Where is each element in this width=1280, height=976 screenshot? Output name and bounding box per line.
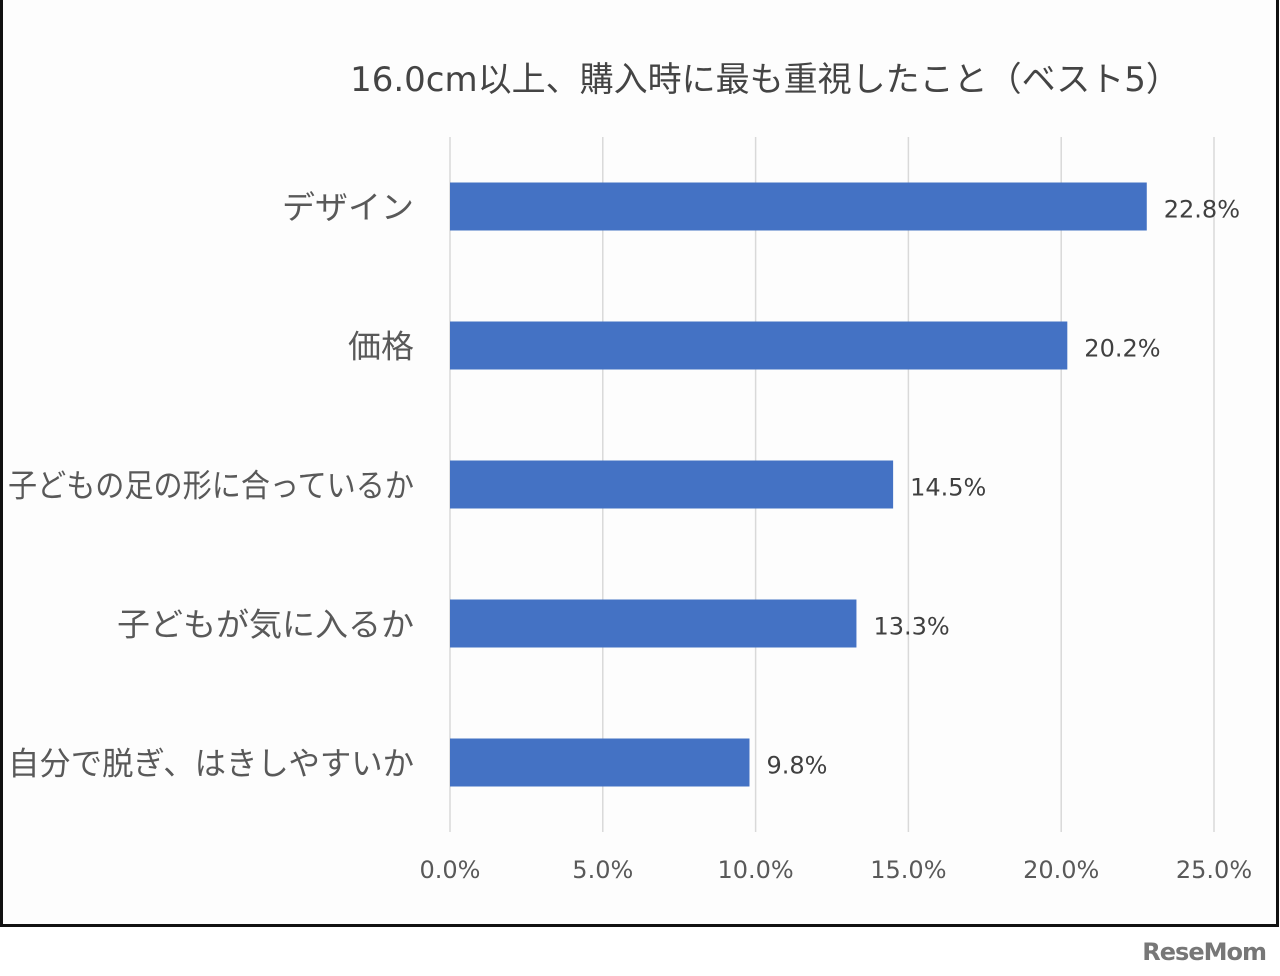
data-label: 13.3% xyxy=(873,613,949,641)
category-label: 子どもが気に入るか xyxy=(117,606,414,644)
data-label: 14.5% xyxy=(910,474,986,502)
data-label: 20.2% xyxy=(1084,335,1160,363)
x-tick-label: 0.0% xyxy=(420,856,481,884)
bar xyxy=(450,182,1147,231)
data-label: 9.8% xyxy=(766,752,827,780)
category-label: 子どもの足の形に合っているか xyxy=(8,467,414,505)
data-label: 22.8% xyxy=(1164,196,1240,224)
bar xyxy=(450,599,857,648)
x-tick-label: 10.0% xyxy=(717,856,793,884)
x-tick-label: 25.0% xyxy=(1176,856,1252,884)
x-tick-label: 20.0% xyxy=(1023,856,1099,884)
x-tick-label: 15.0% xyxy=(870,856,946,884)
category-label: 自分で脱ぎ、はきしやすいか xyxy=(8,745,414,783)
bar xyxy=(450,738,750,787)
resemom-logo: ReseMom xyxy=(1142,938,1267,966)
bar xyxy=(450,321,1068,370)
category-label: デザイン xyxy=(282,189,414,227)
bar xyxy=(450,460,894,509)
chart-title: 16.0cm以上、購入時に最も重視したこと（ベスト5） xyxy=(350,60,1180,100)
category-label: 価格 xyxy=(348,328,414,366)
x-tick-label: 5.0% xyxy=(572,856,633,884)
